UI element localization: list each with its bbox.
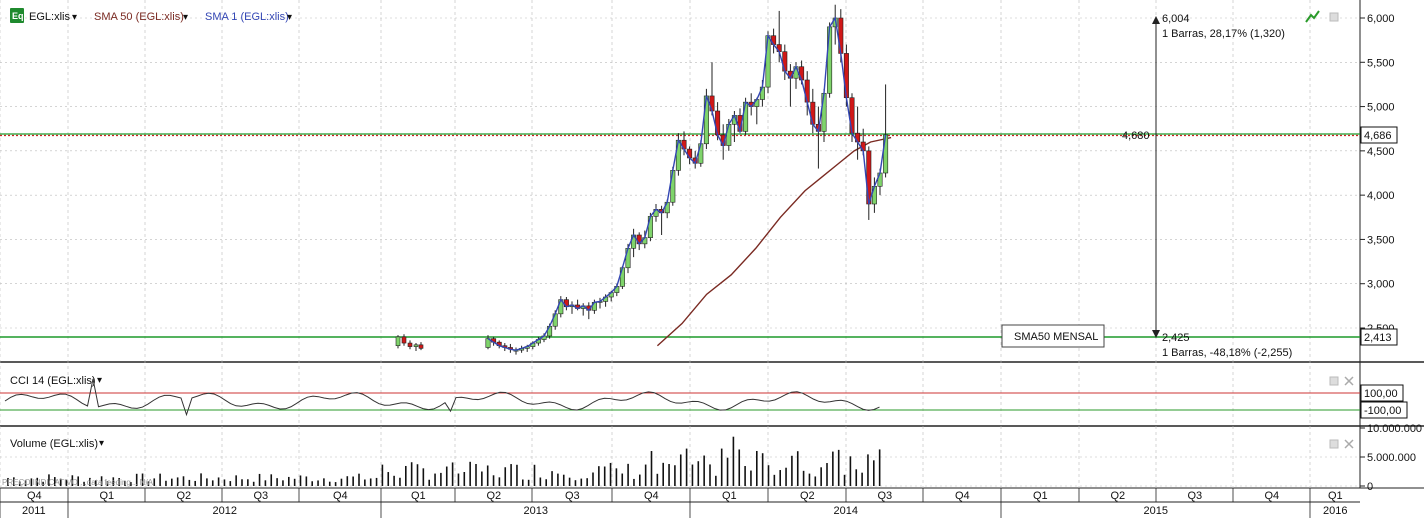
hline-4680[interactable] — [0, 133, 1360, 137]
price-tick-label: 5,000 — [1367, 102, 1395, 114]
year-label: 2013 — [524, 505, 548, 517]
volume-tick-label: 0 — [1367, 481, 1373, 493]
price-tick-label: 3,500 — [1367, 234, 1395, 246]
year-label: 2015 — [1144, 505, 1168, 517]
quarter-label: Q3 — [1188, 490, 1203, 502]
cci-tag-upper: 100,00 — [1360, 384, 1404, 402]
quarter-label: Q2 — [177, 490, 192, 502]
volume-panel-dropdown[interactable]: ▾ — [99, 438, 104, 449]
price-tick-label: 4,000 — [1367, 190, 1395, 202]
sma50-line — [656, 136, 892, 347]
maximize-icon[interactable] — [1329, 12, 1339, 22]
volume-axis: 10.000.000 5.000.000 0 — [1360, 423, 1422, 493]
cci-path — [4, 378, 880, 417]
candle-body — [418, 344, 424, 349]
hline-value-label: 4,680 — [1122, 130, 1150, 142]
candle-body — [401, 336, 407, 344]
quarter-label: Q3 — [254, 490, 269, 502]
legend-sma50-dropdown[interactable]: ▾ — [183, 12, 188, 23]
quarter-label: Q2 — [800, 490, 815, 502]
candle-body — [395, 336, 401, 347]
price-tag-upper-text: 4,686 — [1364, 130, 1392, 142]
quarter-label: Q1 — [1328, 490, 1343, 502]
trend-line-icon[interactable] — [1305, 10, 1320, 23]
quarter-label: Q4 — [27, 490, 42, 502]
cci-tag-lower: -100,00 — [1360, 401, 1408, 419]
cci-maximize-icon[interactable] — [1329, 376, 1339, 386]
legend-sma50[interactable]: SMA 50 (EGL:xlis) — [94, 11, 184, 23]
volume-tick-label: 10.000.000 — [1367, 423, 1422, 435]
sma50-path — [656, 136, 892, 347]
quarter-label: Q2 — [1111, 490, 1126, 502]
eq-badge-icon[interactable]: Eq — [10, 8, 24, 23]
sma50-mensal-label: SMA50 MENSAL — [1014, 331, 1098, 343]
quarter-label: Q3 — [565, 490, 580, 502]
quarter-label: Q3 — [878, 490, 893, 502]
cci-line — [4, 378, 880, 417]
quarter-label: Q1 — [100, 490, 115, 502]
price-tag-upper: 4,686 — [1360, 126, 1398, 144]
price-tick-label: 3,000 — [1367, 279, 1395, 291]
cci-panel-title[interactable]: CCI 14 (EGL:xlis) — [10, 375, 96, 387]
year-label: 2016 — [1323, 505, 1347, 517]
quarter-label: Q4 — [333, 490, 348, 502]
legend-symbol-dropdown[interactable]: ▾ — [72, 12, 77, 23]
volume-watermark: PREÇO INDICATIVO ...data feeding... N/A — [2, 478, 154, 487]
legend-sma1-dropdown[interactable]: ▾ — [287, 12, 292, 23]
quarter-label: Q1 — [722, 490, 737, 502]
cci-tag-upper-text: 100,00 — [1364, 388, 1398, 400]
eq-badge-text: Eq — [12, 11, 24, 21]
sma1-path — [487, 16, 887, 351]
quarter-label: Q4 — [1265, 490, 1280, 502]
quarter-label: Q4 — [955, 490, 970, 502]
volume-tick-label: 5.000.000 — [1367, 452, 1416, 464]
sma50-mensal-box[interactable]: SMA50 MENSAL — [1001, 324, 1105, 348]
quarter-label: Q1 — [411, 490, 426, 502]
year-label: 2014 — [834, 505, 858, 517]
candle-body — [413, 344, 419, 347]
price-tick-label: 6,000 — [1367, 13, 1395, 25]
cci-close-icon[interactable] — [1344, 376, 1354, 386]
quarter-label: Q2 — [487, 490, 502, 502]
year-label: 2011 — [22, 505, 46, 517]
measure-bottom-note: 1 Barras, -48,18% (-2,255) — [1162, 347, 1292, 359]
volume-maximize-icon[interactable] — [1329, 439, 1339, 449]
volume-close-icon[interactable] — [1344, 439, 1354, 449]
price-tick-label: 4,500 — [1367, 146, 1395, 158]
price-tag-lower: 2,413 — [1360, 328, 1398, 346]
legend-symbol[interactable]: EGL:xlis — [29, 11, 70, 23]
year-label: 2012 — [213, 505, 237, 517]
cci-tag-lower-text: -100,00 — [1364, 405, 1401, 417]
volume-panel-title[interactable]: Volume (EGL:xlis) — [10, 438, 98, 450]
price-tag-lower-text: 2,413 — [1364, 332, 1392, 344]
quarter-label: Q4 — [644, 490, 659, 502]
cci-panel-dropdown[interactable]: ▾ — [97, 375, 102, 386]
measure-bottom-value: 2,425 — [1162, 332, 1190, 344]
legend-sma1[interactable]: SMA 1 (EGL:xlis) — [205, 11, 289, 23]
quarter-label: Q1 — [1033, 490, 1048, 502]
candle-body — [407, 342, 413, 347]
volume-bars — [7, 436, 881, 486]
sma1-line — [487, 16, 887, 351]
measure-top-value: 6,004 — [1162, 13, 1190, 25]
measure-top-note: 1 Barras, 28,17% (1,320) — [1162, 28, 1285, 40]
measure-tool[interactable] — [1152, 16, 1160, 338]
time-axis: Q4 Q1 Q2 Q3 Q4 Q1 Q2 Q3 Q4 Q1 Q2 Q3 Q4 Q1 Q2 Q3 Q4 Q1 2011… — [0, 488, 1347, 518]
price-tick-label: 5,500 — [1367, 57, 1395, 69]
